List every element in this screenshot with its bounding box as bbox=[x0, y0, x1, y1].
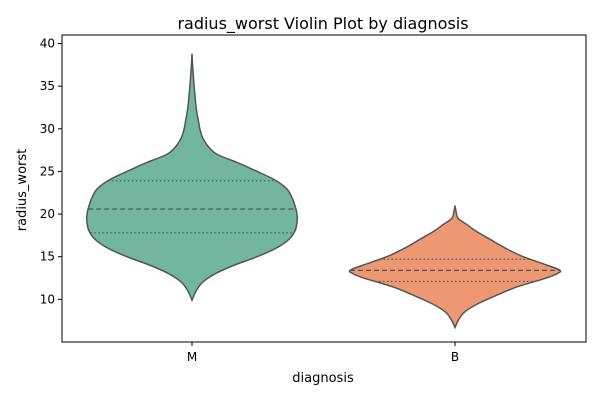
y-axis: 10 15 20 25 30 35 40 bbox=[40, 37, 62, 306]
violin-b bbox=[348, 205, 562, 330]
x-tick-label: M bbox=[187, 350, 197, 364]
y-axis-label: radius_worst bbox=[15, 149, 30, 232]
plot-area bbox=[85, 53, 562, 330]
y-tick-label: 20 bbox=[40, 207, 55, 221]
y-tick-label: 15 bbox=[40, 250, 55, 264]
chart-title: radius_worst Violin Plot by diagnosis bbox=[177, 14, 468, 34]
violin-m bbox=[85, 53, 299, 303]
x-axis-label: diagnosis bbox=[292, 371, 354, 386]
y-tick-label: 25 bbox=[40, 164, 55, 178]
y-tick-label: 40 bbox=[40, 37, 55, 51]
plot-frame bbox=[61, 34, 587, 343]
y-tick-label: 30 bbox=[40, 122, 55, 136]
y-tick-label: 10 bbox=[40, 292, 55, 306]
y-tick-label: 35 bbox=[40, 79, 55, 93]
x-tick-label: B bbox=[451, 350, 459, 364]
